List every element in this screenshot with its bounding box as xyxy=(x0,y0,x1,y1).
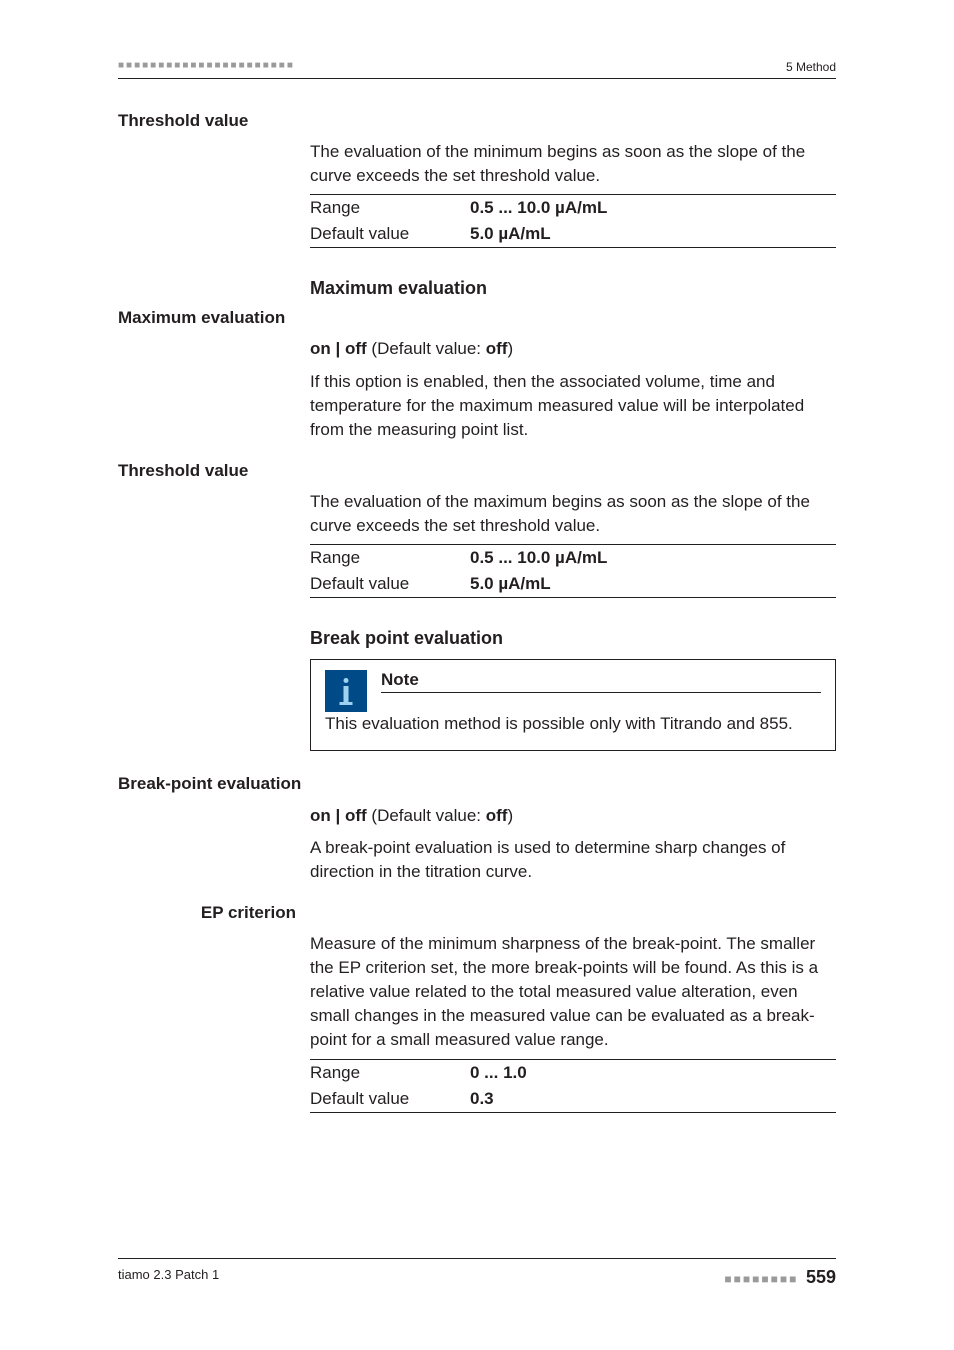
threshold-max-range-key: Range xyxy=(310,545,470,572)
ep-criterion-desc: Measure of the minimum sharpness of the … xyxy=(310,932,836,1053)
threshold-max-desc: The evaluation of the maximum begins as … xyxy=(310,490,836,538)
max-eval-onoff: on | off (Default value: off) xyxy=(310,337,836,361)
max-eval-onoff-mid: (Default value: xyxy=(367,339,486,358)
ep-range-val: 0 ... 1.0 xyxy=(470,1059,836,1086)
ep-default-key: Default value xyxy=(310,1086,470,1113)
max-eval-label: Maximum evaluation xyxy=(118,307,302,329)
break-eval-onoff-mid: (Default value: xyxy=(367,806,486,825)
threshold-min-default-val: 5.0 µA/mL xyxy=(470,221,836,248)
note-title-rule xyxy=(381,692,821,693)
footer-product: tiamo 2.3 Patch 1 xyxy=(118,1267,219,1288)
note-text: This evaluation method is possible only … xyxy=(325,712,821,736)
page-number: 559 xyxy=(806,1267,836,1287)
ep-range-key: Range xyxy=(310,1059,470,1086)
threshold-min-range-val: 0.5 ... 10.0 µA/mL xyxy=(470,195,836,222)
threshold-min-default-key: Default value xyxy=(310,221,470,248)
break-eval-heading: Break point evaluation xyxy=(310,628,836,649)
break-eval-onoff-suffix: ) xyxy=(507,806,513,825)
threshold-max-default-val: 5.0 µA/mL xyxy=(470,571,836,598)
header-rule xyxy=(118,78,836,79)
break-eval-desc: A break-point evaluation is used to dete… xyxy=(310,836,836,884)
threshold-max-range-val: 0.5 ... 10.0 µA/mL xyxy=(470,545,836,572)
ep-default-val: 0.3 xyxy=(470,1086,836,1113)
threshold-min-block: Threshold value xyxy=(118,110,836,132)
break-eval-onoff-val: off xyxy=(486,806,508,825)
note-title: Note xyxy=(381,670,821,692)
threshold-max-default-key: Default value xyxy=(310,571,470,598)
content-area: Threshold value The evaluation of the mi… xyxy=(118,110,836,1119)
page: ■■■■■■■■■■■■■■■■■■■■■■ 5 Method Threshol… xyxy=(0,0,954,1350)
max-eval-heading: Maximum evaluation xyxy=(310,278,836,299)
break-eval-onoff-prefix: on | off xyxy=(310,806,367,825)
threshold-min-label: Threshold value xyxy=(118,110,302,132)
threshold-min-desc: The evaluation of the minimum begins as … xyxy=(310,140,836,188)
break-eval-label: Break-point evaluation xyxy=(118,773,302,795)
ep-criterion-label: EP criterion xyxy=(170,902,296,924)
max-eval-desc: If this option is enabled, then the asso… xyxy=(310,370,836,442)
break-eval-onoff: on | off (Default value: off) xyxy=(310,804,836,828)
header-section: 5 Method xyxy=(786,60,836,74)
ep-criterion-table: Range 0 ... 1.0 Default value 0.3 xyxy=(310,1059,836,1113)
threshold-max-table: Range 0.5 ... 10.0 µA/mL Default value 5… xyxy=(310,544,836,598)
info-icon xyxy=(325,670,367,712)
threshold-max-label: Threshold value xyxy=(118,460,302,482)
threshold-min-table: Range 0.5 ... 10.0 µA/mL Default value 5… xyxy=(310,194,836,248)
max-eval-onoff-val: off xyxy=(486,339,508,358)
note-box: Note This evaluation method is possible … xyxy=(310,659,836,751)
max-eval-onoff-suffix: ) xyxy=(507,339,513,358)
footer: tiamo 2.3 Patch 1 ■■■■■■■■ 559 xyxy=(118,1258,836,1288)
threshold-min-range-key: Range xyxy=(310,195,470,222)
footer-ornament: ■■■■■■■■ xyxy=(724,1272,798,1286)
header-ornament: ■■■■■■■■■■■■■■■■■■■■■■ xyxy=(118,60,295,71)
max-eval-onoff-prefix: on | off xyxy=(310,339,367,358)
